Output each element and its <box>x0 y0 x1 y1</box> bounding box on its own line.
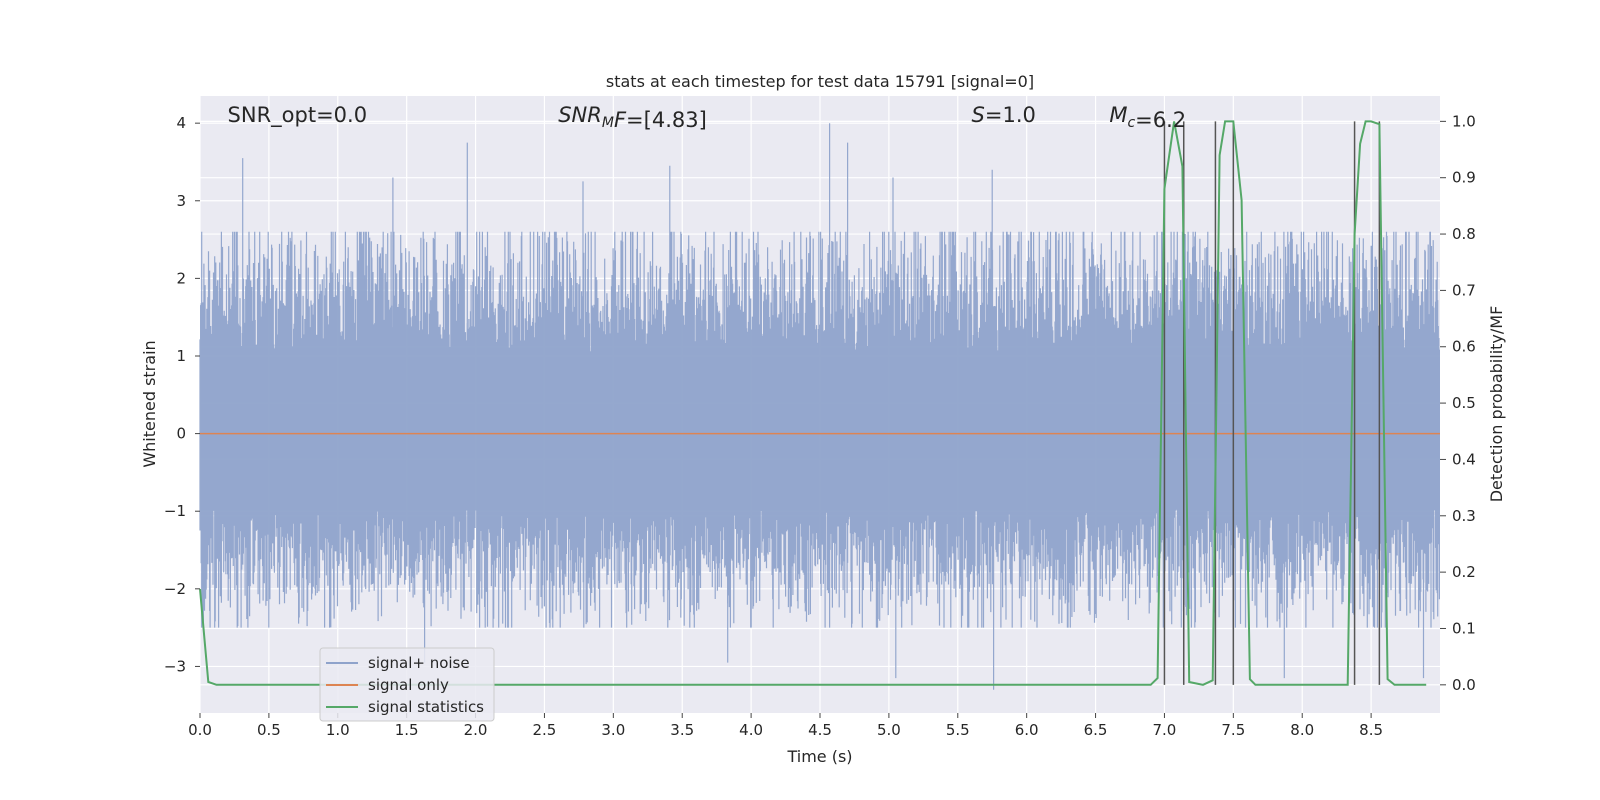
y-tick-label-left: 0 <box>176 425 186 443</box>
x-tick-label: 5.0 <box>877 721 901 739</box>
noise-path <box>199 123 1440 690</box>
y-tick-label-right: 0.5 <box>1452 394 1476 412</box>
y-tick-label-right: 0.7 <box>1452 281 1476 299</box>
x-tick-label: 3.0 <box>601 721 625 739</box>
x-tick-label: 0.5 <box>257 721 281 739</box>
x-tick-label: 4.5 <box>808 721 832 739</box>
x-tick-label: 1.0 <box>326 721 350 739</box>
y-tick-label-left: −1 <box>164 502 186 520</box>
x-tick-label: 1.5 <box>395 721 419 739</box>
x-tick-label: 4.0 <box>739 721 763 739</box>
x-tick-label: 7.0 <box>1153 721 1177 739</box>
x-axis-label: Time (s) <box>786 747 852 766</box>
noise-series <box>199 123 1440 690</box>
y-ticks-left: −3 −2 −1 0 1 2 3 4 <box>164 114 200 675</box>
x-tick-label: 2.5 <box>533 721 557 739</box>
legend-label-signal-only: signal only <box>368 676 449 694</box>
y-axis-label-left: Whitened strain <box>140 340 159 467</box>
x-tick-label: 0.0 <box>188 721 212 739</box>
legend-box <box>319 647 495 722</box>
y-ticks-right: 0.0 0.1 0.2 0.3 0.4 0.5 0.6 0.7 0.8 0.9 1.0 <box>1440 112 1476 694</box>
y-tick-label-right: 0.4 <box>1452 450 1476 468</box>
y-tick-label-left: 2 <box>176 269 186 287</box>
legend-label-signal-statistics: signal statistics <box>368 698 484 716</box>
annotation-1: SNRMF=[4.83] <box>558 103 707 132</box>
signal-statistics-line <box>199 120 1427 686</box>
y-tick-label-right: 0.6 <box>1452 338 1476 356</box>
y-tick-label-left: 1 <box>176 347 186 365</box>
chart-title: stats at each timestep for test data 157… <box>606 72 1034 91</box>
y-tick-label-right: 0.0 <box>1452 676 1476 694</box>
x-tick-label: 2.0 <box>464 721 488 739</box>
y-tick-label-right: 0.1 <box>1452 619 1476 637</box>
y-tick-label-left: −3 <box>164 657 186 675</box>
x-tick-label: 6.5 <box>1084 721 1108 739</box>
x-tick-label: 8.0 <box>1290 721 1314 739</box>
y-tick-label-right: 1.0 <box>1452 112 1476 130</box>
y-tick-label-right: 0.9 <box>1452 169 1476 187</box>
legend-label-signal-noise: signal+ noise <box>368 654 470 672</box>
x-tick-label: 7.5 <box>1221 721 1245 739</box>
legend: signal+ noise signal only signal statist… <box>319 647 495 722</box>
x-tick-label: 5.5 <box>946 721 970 739</box>
x-tick-label: 3.5 <box>670 721 694 739</box>
y-tick-label-left: 4 <box>176 114 186 132</box>
y-tick-label-left: −2 <box>164 580 186 598</box>
x-tick-label: 6.0 <box>1015 721 1039 739</box>
y-tick-label-right: 0.3 <box>1452 507 1476 525</box>
x-tick-label: 8.5 <box>1359 721 1383 739</box>
annotation-0: SNR_opt=0.0 <box>228 103 368 128</box>
annotation-3: Mc=6.2 <box>1109 103 1186 132</box>
annotations: SNR_opt=0.0 SNRMF=[4.83] S=1.0 Mc=6.2 <box>228 103 1187 132</box>
y-axis-label-right: Detection probability/MF <box>1487 306 1506 503</box>
annotation-2: S=1.0 <box>972 103 1036 127</box>
y-tick-label-right: 0.8 <box>1452 225 1476 243</box>
x-ticks: 0.0 0.5 1.0 1.5 2.0 2.5 3.0 3.5 4.0 4.5 5.0 5.5 6.0 6… <box>188 713 1383 739</box>
y-tick-label-left: 3 <box>176 192 186 210</box>
y-tick-label-right: 0.2 <box>1452 563 1476 581</box>
